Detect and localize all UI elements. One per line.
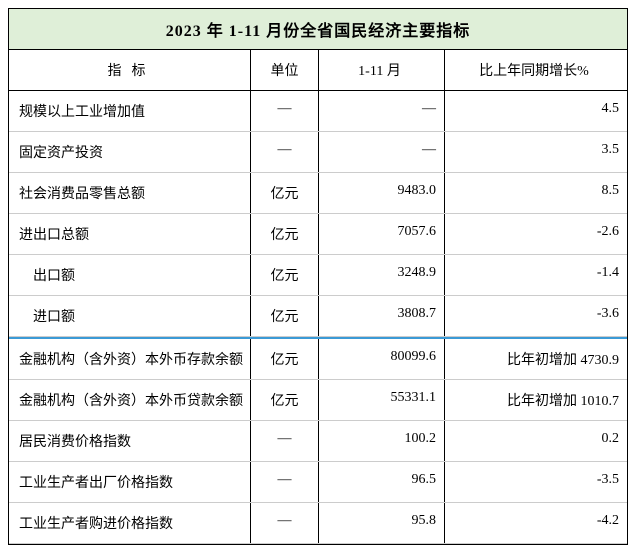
- cell-growth: -4.2: [445, 503, 627, 543]
- cell-growth: 4.5: [445, 91, 627, 131]
- cell-value: 3808.7: [319, 296, 445, 336]
- cell-unit: —: [251, 91, 319, 131]
- cell-unit: 亿元: [251, 380, 319, 420]
- cell-indicator: 出口额: [9, 255, 251, 295]
- table-row: 居民消费价格指数—100.20.2: [9, 421, 627, 462]
- cell-growth: -3.5: [445, 462, 627, 502]
- cell-value: 55331.1: [319, 380, 445, 420]
- col-header-growth: 比上年同期增长%: [445, 50, 627, 90]
- cell-growth: -2.6: [445, 214, 627, 254]
- table-row: 金融机构（含外资）本外币存款余额亿元80099.6比年初增加 4730.9: [9, 337, 627, 380]
- cell-growth: -1.4: [445, 255, 627, 295]
- cell-value: 100.2: [319, 421, 445, 461]
- cell-indicator: 社会消费品零售总额: [9, 173, 251, 213]
- col-header-unit: 单位: [251, 50, 319, 90]
- cell-value: 80099.6: [319, 339, 445, 379]
- table-row: 工业生产者出厂价格指数—96.5-3.5: [9, 462, 627, 503]
- table-row: 进出口总额亿元7057.6-2.6: [9, 214, 627, 255]
- table-row: 工业生产者购进价格指数—95.8-4.2: [9, 503, 627, 544]
- cell-growth: 3.5: [445, 132, 627, 172]
- cell-unit: 亿元: [251, 173, 319, 213]
- table-row: 进口额亿元3808.7-3.6: [9, 296, 627, 337]
- cell-growth: 8.5: [445, 173, 627, 213]
- table-row: 金融机构（含外资）本外币贷款余额亿元55331.1比年初增加 1010.7: [9, 380, 627, 421]
- cell-value: 3248.9: [319, 255, 445, 295]
- cell-value: 9483.0: [319, 173, 445, 213]
- cell-indicator: 金融机构（含外资）本外币贷款余额: [9, 380, 251, 420]
- cell-indicator: 固定资产投资: [9, 132, 251, 172]
- cell-unit: 亿元: [251, 296, 319, 336]
- cell-unit: 亿元: [251, 214, 319, 254]
- cell-unit: 亿元: [251, 255, 319, 295]
- cell-unit: —: [251, 421, 319, 461]
- col-header-value: 1-11 月: [319, 50, 445, 90]
- cell-growth: 比年初增加 4730.9: [445, 339, 627, 379]
- table-body: 规模以上工业增加值——4.5固定资产投资——3.5社会消费品零售总额亿元9483…: [9, 91, 627, 544]
- cell-value: 96.5: [319, 462, 445, 502]
- cell-growth: 0.2: [445, 421, 627, 461]
- table-header-row: 指标 单位 1-11 月 比上年同期增长%: [9, 50, 627, 91]
- cell-indicator: 工业生产者购进价格指数: [9, 503, 251, 543]
- cell-indicator: 进口额: [9, 296, 251, 336]
- cell-value: 7057.6: [319, 214, 445, 254]
- cell-value: —: [319, 132, 445, 172]
- cell-indicator: 金融机构（含外资）本外币存款余额: [9, 339, 251, 379]
- table-title: 2023 年 1-11 月份全省国民经济主要指标: [9, 9, 627, 50]
- table-row: 社会消费品零售总额亿元9483.08.5: [9, 173, 627, 214]
- cell-unit: —: [251, 503, 319, 543]
- col-header-indicator: 指标: [9, 50, 251, 90]
- table-row: 固定资产投资——3.5: [9, 132, 627, 173]
- cell-indicator: 居民消费价格指数: [9, 421, 251, 461]
- table-row: 出口额亿元3248.9-1.4: [9, 255, 627, 296]
- cell-unit: —: [251, 132, 319, 172]
- cell-indicator: 进出口总额: [9, 214, 251, 254]
- cell-growth: -3.6: [445, 296, 627, 336]
- table-row: 规模以上工业增加值——4.5: [9, 91, 627, 132]
- cell-unit: 亿元: [251, 339, 319, 379]
- cell-growth: 比年初增加 1010.7: [445, 380, 627, 420]
- cell-value: 95.8: [319, 503, 445, 543]
- cell-indicator: 规模以上工业增加值: [9, 91, 251, 131]
- cell-indicator: 工业生产者出厂价格指数: [9, 462, 251, 502]
- cell-unit: —: [251, 462, 319, 502]
- economic-indicators-table: 2023 年 1-11 月份全省国民经济主要指标 指标 单位 1-11 月 比上…: [8, 8, 628, 545]
- cell-value: —: [319, 91, 445, 131]
